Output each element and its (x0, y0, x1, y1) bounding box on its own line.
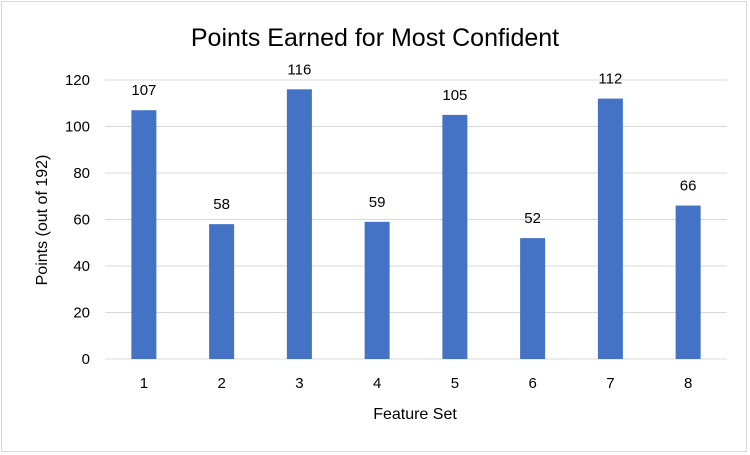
y-tick-label: 20 (73, 305, 90, 322)
data-label: 52 (524, 210, 541, 227)
bar-1 (131, 110, 157, 359)
bar-4 (364, 221, 390, 359)
x-tick-label: 5 (451, 375, 459, 392)
y-axis-title: Points (out of 192) (34, 155, 51, 286)
x-tick-label: 3 (295, 375, 303, 392)
data-label: 116 (287, 61, 311, 78)
x-tick-label: 7 (606, 375, 614, 392)
y-tick-label: 80 (73, 165, 90, 182)
chart-title: Points Earned for Most Confident (191, 24, 559, 52)
data-label: 66 (680, 178, 697, 195)
gridlines (105, 79, 727, 360)
bar-8 (675, 205, 701, 359)
y-tick-label: 100 (65, 119, 90, 136)
bar-7 (597, 98, 623, 359)
x-axis-title: Feature Set (373, 406, 457, 423)
x-axis-ticks: 1 2 3 4 5 6 7 8 (140, 375, 693, 392)
data-label: 107 (131, 82, 156, 99)
y-tick-label: 120 (65, 72, 90, 89)
data-label: 58 (213, 196, 230, 213)
data-label: 59 (369, 194, 386, 211)
x-tick-label: 1 (140, 375, 148, 392)
y-tick-label: 40 (73, 258, 90, 275)
y-tick-label: 0 (82, 351, 90, 368)
x-tick-label: 4 (373, 375, 381, 392)
bar-5 (442, 114, 468, 359)
data-label: 112 (598, 71, 622, 88)
bar-6 (520, 238, 546, 359)
bar-2 (209, 224, 235, 359)
data-label: 105 (442, 87, 467, 104)
y-tick-label: 60 (73, 212, 90, 229)
x-tick-label: 8 (684, 375, 692, 392)
data-labels: 107 58 116 59 105 52 112 66 (131, 61, 696, 227)
x-tick-label: 6 (528, 375, 536, 392)
bar-3 (286, 89, 312, 360)
x-tick-label: 2 (217, 375, 225, 392)
bars (131, 89, 701, 360)
y-axis-ticks: 0 20 40 60 80 100 120 (65, 72, 90, 368)
